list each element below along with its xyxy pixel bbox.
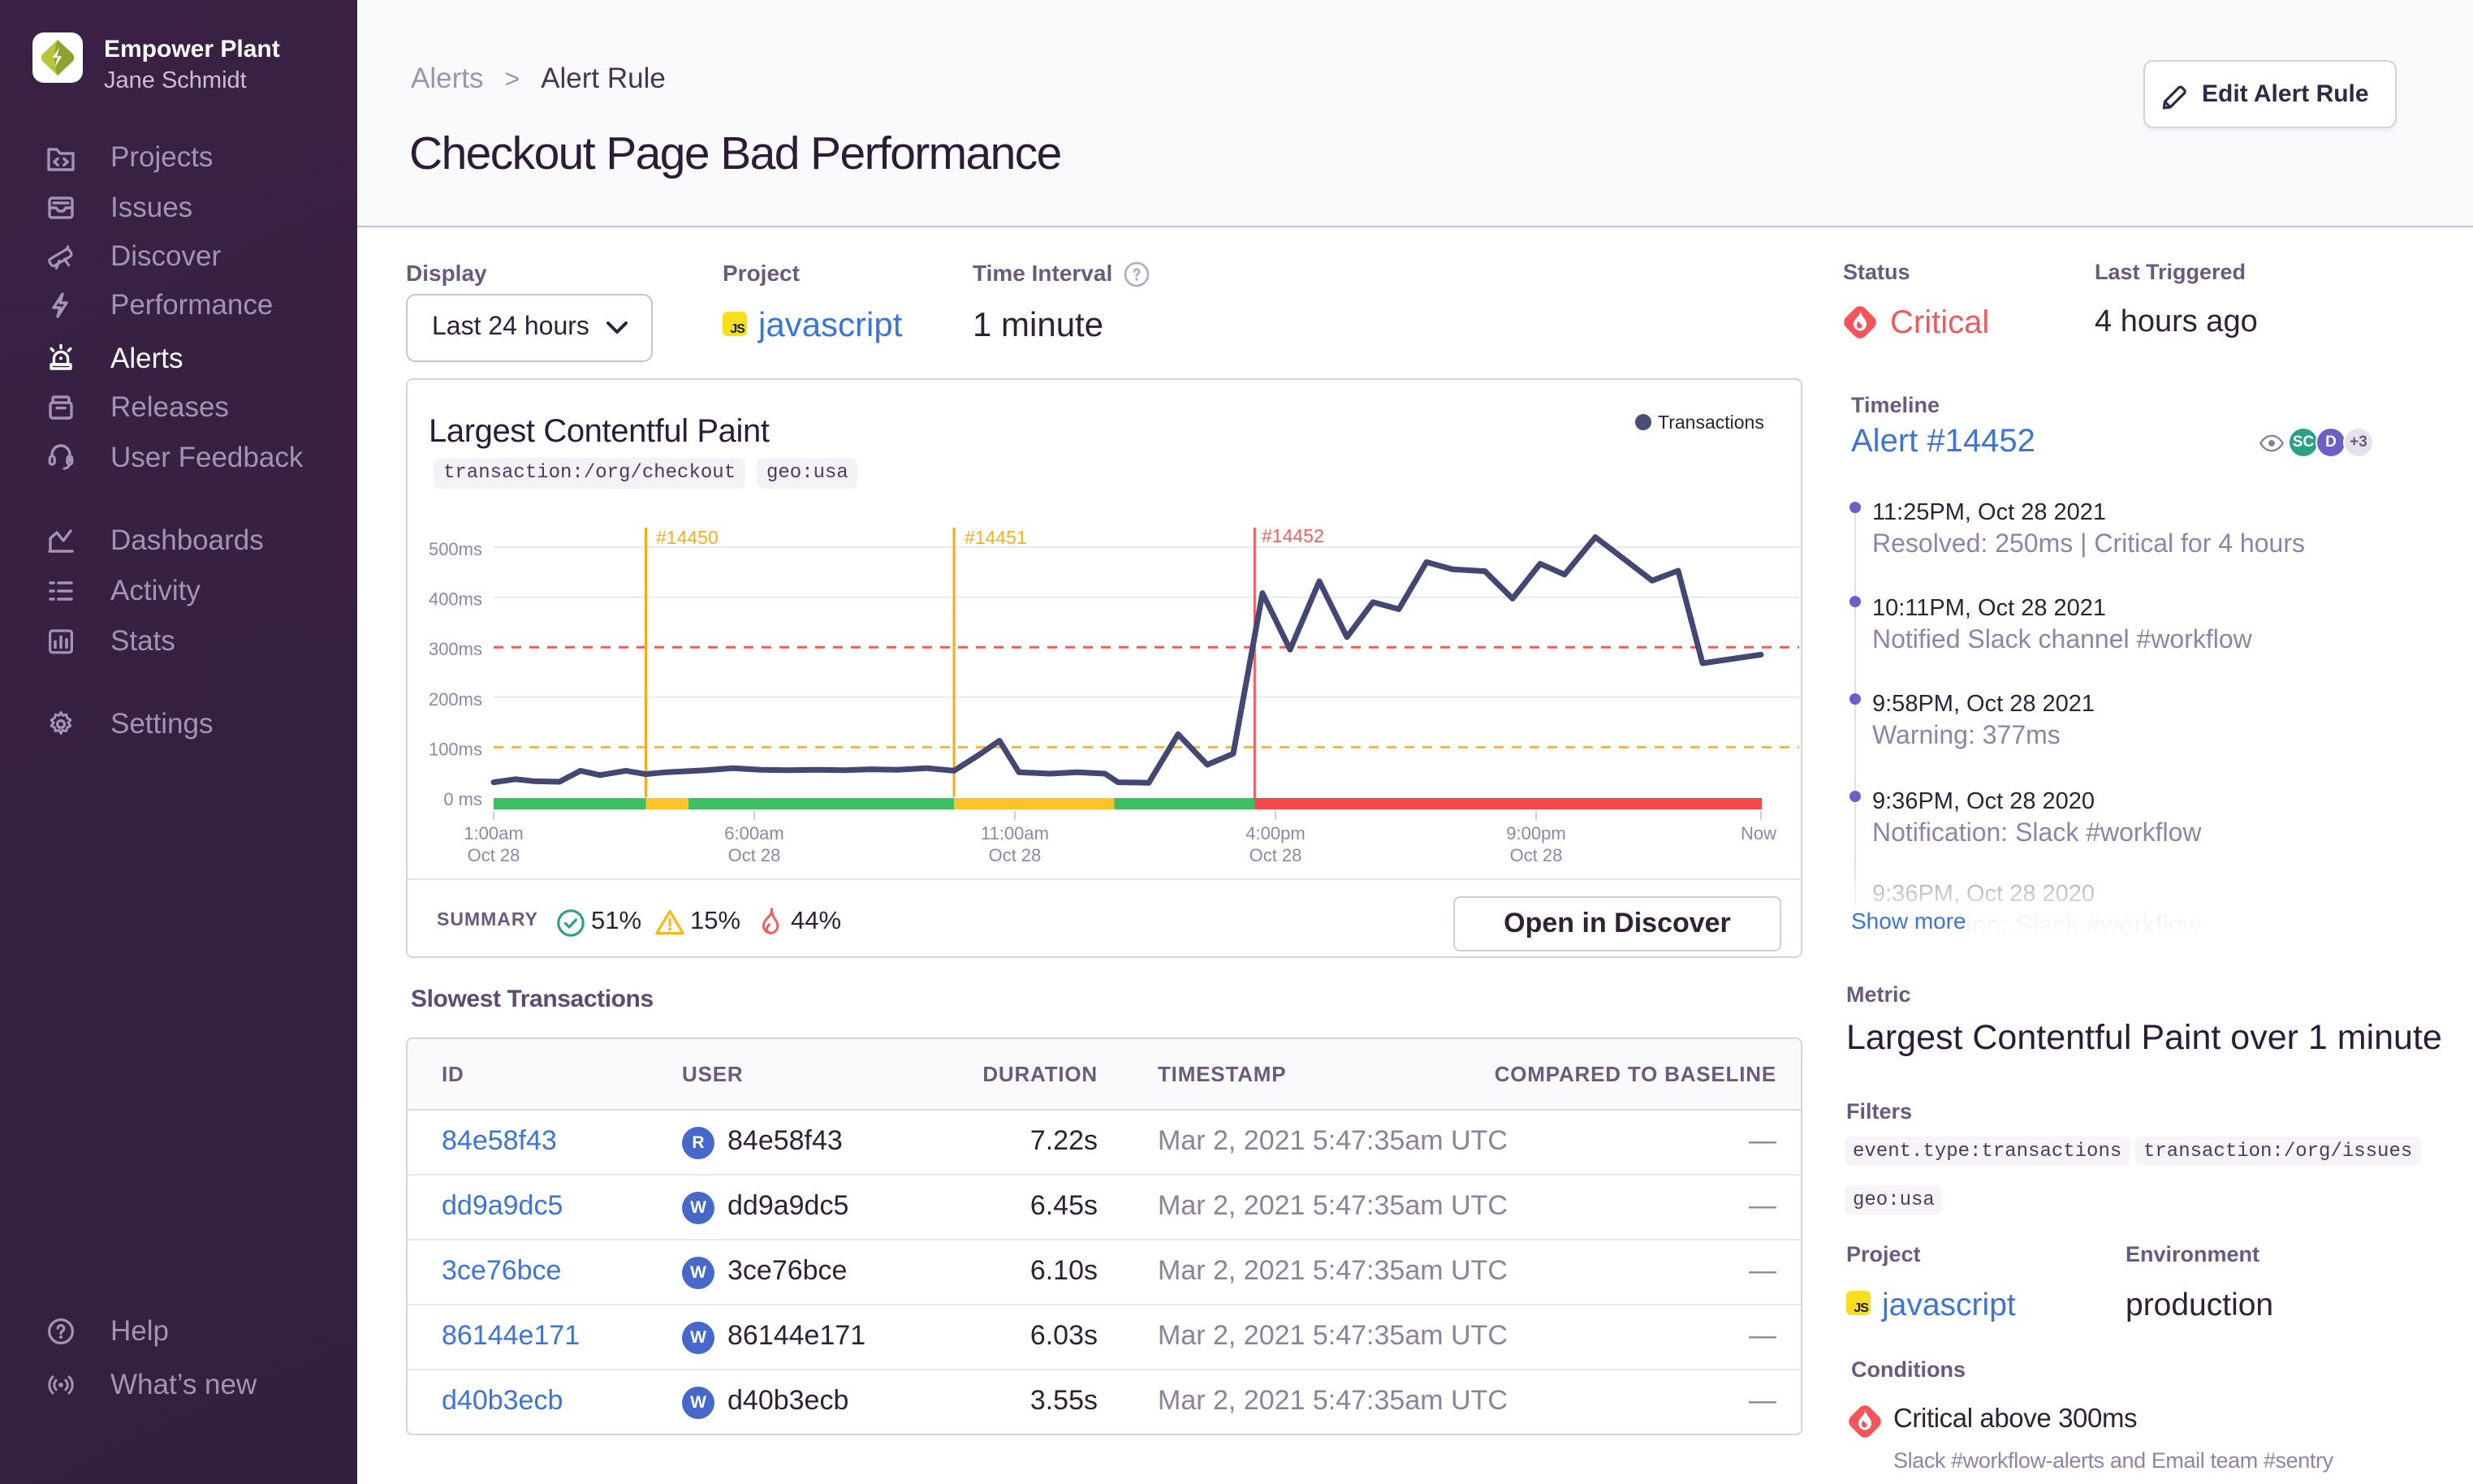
svg-text:9:00pm: 9:00pm — [1506, 823, 1565, 843]
svg-text:Oct 28: Oct 28 — [1249, 845, 1302, 865]
svg-text:Oct 28: Oct 28 — [728, 845, 781, 865]
svg-text:4:00pm: 4:00pm — [1245, 823, 1305, 843]
svg-text:Now: Now — [1741, 823, 1776, 843]
svg-text:400ms: 400ms — [429, 589, 482, 610]
svg-text:#14451: #14451 — [965, 527, 1027, 548]
svg-text:Oct 28: Oct 28 — [1510, 845, 1563, 865]
svg-text:Oct 28: Oct 28 — [468, 845, 520, 865]
svg-text:100ms: 100ms — [429, 739, 482, 759]
svg-text:0 ms: 0 ms — [443, 789, 482, 809]
svg-text:11:00am: 11:00am — [981, 823, 1049, 843]
svg-text:1:00am: 1:00am — [464, 823, 523, 843]
svg-text:#14450: #14450 — [656, 527, 719, 548]
svg-text:500ms: 500ms — [429, 539, 482, 559]
svg-text:300ms: 300ms — [429, 639, 482, 659]
svg-text:Oct 28: Oct 28 — [989, 845, 1042, 865]
svg-text:#14452: #14452 — [1262, 525, 1324, 546]
svg-text:200ms: 200ms — [429, 689, 482, 710]
svg-text:6:00am: 6:00am — [724, 823, 783, 843]
